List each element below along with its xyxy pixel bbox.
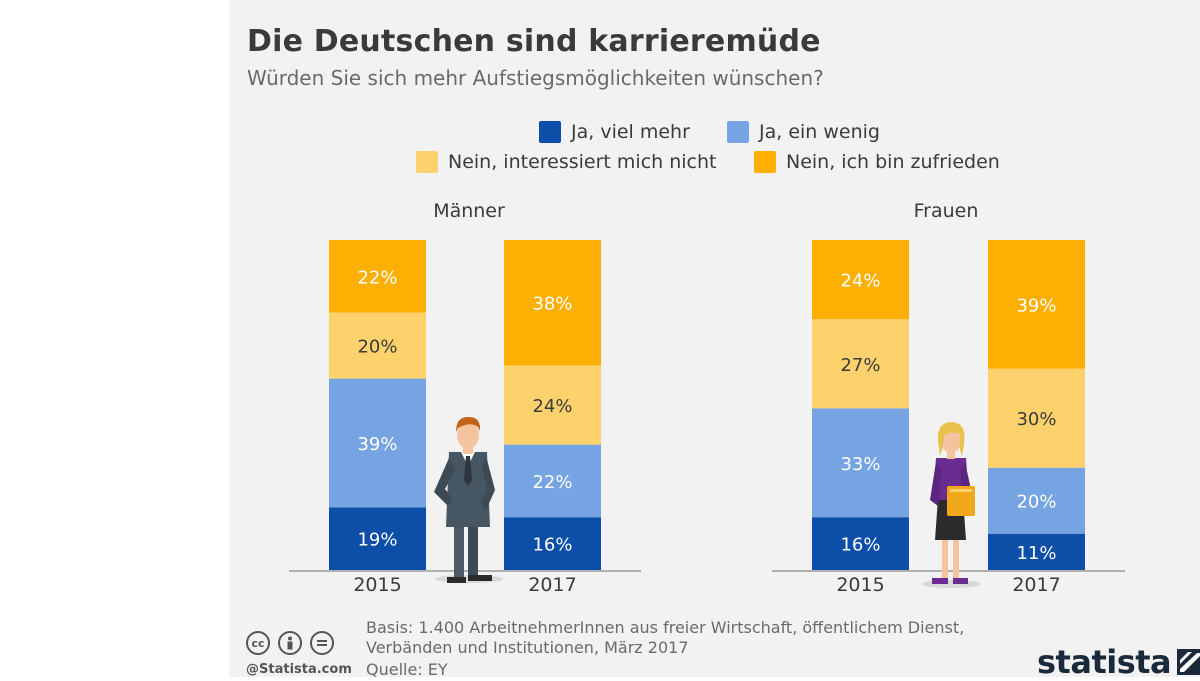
x-tick-label-maenner-2015: 2015 — [353, 574, 401, 596]
legend-label-ein-wenig: Ja, ein wenig — [759, 121, 880, 143]
bar-maenner-2017-nicht — [504, 365, 601, 445]
bar-maenner-2015-viel-mehr — [329, 507, 426, 570]
credit-text: @Statista.com — [246, 662, 352, 677]
legend-swatch-zufrieden — [754, 151, 776, 173]
legend-swatch-ein-wenig — [727, 121, 749, 143]
data-label-frauen-2015-ein-wenig: 33% — [840, 454, 880, 475]
data-label-maenner-2015-ein-wenig: 39% — [357, 434, 397, 455]
chart-title: Die Deutschen sind karrieremüde — [247, 24, 821, 59]
bar-frauen-2017-viel-mehr — [988, 533, 1085, 570]
legend-item-zufrieden: Nein, ich bin zufrieden — [754, 151, 1000, 173]
bar-frauen-2017-zufrieden — [988, 240, 1085, 369]
legend-swatch-nicht — [416, 151, 438, 173]
data-label-maenner-2017-viel-mehr: 16% — [532, 535, 572, 556]
data-label-frauen-2017-viel-mehr: 11% — [1016, 543, 1056, 564]
bar-maenner-2017-viel-mehr — [504, 517, 601, 570]
bar-frauen-2015-nicht — [812, 319, 909, 409]
legend-item-viel-mehr: Ja, viel mehr — [539, 121, 690, 143]
x-tick-label-frauen-2015: 2015 — [836, 574, 884, 596]
bar-frauen-2017-nicht — [988, 368, 1085, 468]
data-label-maenner-2015-nicht: 20% — [357, 337, 397, 358]
bar-frauen-2015-viel-mehr — [812, 517, 909, 570]
legend-swatch-viel-mehr — [539, 121, 561, 143]
bar-frauen-2015-zufrieden — [812, 240, 909, 320]
footnote-source: Quelle: EY — [366, 660, 448, 679]
data-label-frauen-2015-viel-mehr: 16% — [840, 535, 880, 556]
data-label-frauen-2015-zufrieden: 24% — [840, 271, 880, 292]
bar-maenner-2015-ein-wenig — [329, 378, 426, 508]
data-label-frauen-2017-nicht: 30% — [1016, 409, 1056, 430]
legend-item-nicht: Nein, interessiert mich nicht — [416, 151, 717, 173]
data-label-maenner-2017-zufrieden: 38% — [532, 294, 572, 315]
legend-label-nicht: Nein, interessiert mich nicht — [448, 151, 717, 173]
bar-maenner-2017-zufrieden — [504, 240, 601, 366]
footnote-basis-line1: Basis: 1.400 ArbeitnehmerInnen aus freie… — [366, 618, 965, 637]
legend-label-viel-mehr: Ja, viel mehr — [571, 121, 690, 143]
no-derivatives-icon[interactable] — [310, 631, 334, 655]
bar-frauen-2017-ein-wenig — [988, 467, 1085, 534]
data-label-maenner-2017-ein-wenig: 22% — [532, 472, 572, 493]
statista-logo[interactable]: statista — [1037, 643, 1200, 681]
brand-name: statista — [1037, 643, 1172, 681]
man-figure-illustration — [434, 416, 503, 583]
x-tick-label-maenner-2017: 2017 — [528, 574, 576, 596]
cc-icon[interactable]: cc — [246, 631, 270, 655]
data-label-maenner-2015-zufrieden: 22% — [357, 267, 397, 288]
footnote-basis-line2: Verbänden und Institutionen, März 2017 — [366, 638, 689, 657]
data-label-frauen-2017-zufrieden: 39% — [1016, 295, 1056, 316]
bar-maenner-2015-zufrieden — [329, 240, 426, 313]
data-label-frauen-2017-ein-wenig: 20% — [1016, 492, 1056, 513]
bar-maenner-2015-nicht — [329, 312, 426, 379]
license-icons: cc — [246, 631, 334, 655]
legend-label-zufrieden: Nein, ich bin zufrieden — [786, 151, 1000, 173]
statista-mark-icon — [1177, 649, 1200, 675]
x-tick-label-frauen-2017: 2017 — [1012, 574, 1060, 596]
woman-figure-illustration — [921, 422, 981, 588]
bar-frauen-2015-ein-wenig — [812, 408, 909, 518]
legend-item-ein-wenig: Ja, ein wenig — [727, 121, 880, 143]
bar-maenner-2017-ein-wenig — [504, 444, 601, 518]
chart-subtitle: Würden Sie sich mehr Aufstiegsmöglichkei… — [247, 66, 824, 90]
panel-title-maenner: Männer — [433, 200, 505, 222]
data-label-frauen-2015-nicht: 27% — [840, 355, 880, 376]
panel-title-frauen: Frauen — [913, 200, 979, 222]
attribution-icon[interactable] — [278, 631, 302, 655]
data-label-maenner-2015-viel-mehr: 19% — [357, 530, 397, 551]
data-label-maenner-2017-nicht: 24% — [532, 396, 572, 417]
